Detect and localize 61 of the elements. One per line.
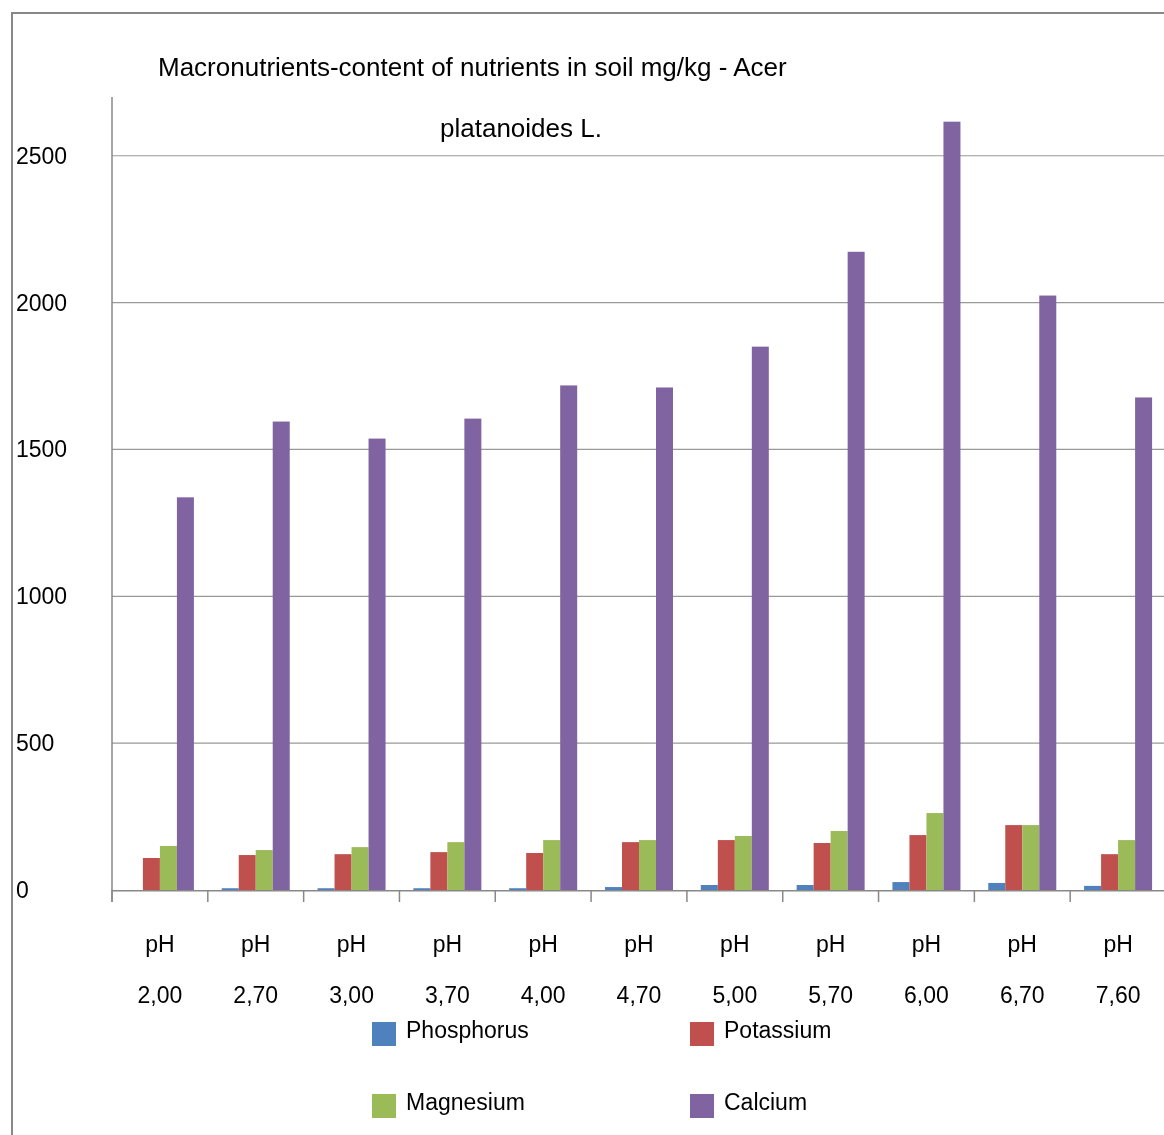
bar <box>639 840 656 890</box>
bar <box>813 843 831 890</box>
bar <box>560 385 578 890</box>
bar <box>176 497 194 890</box>
x-tick-label: pH 4,00 <box>520 931 566 1008</box>
x-tick-label: pH 5,00 <box>712 931 758 1008</box>
bar <box>796 885 814 890</box>
bar <box>734 835 752 890</box>
y-tick-label: 1000 <box>16 583 68 610</box>
bar <box>909 835 927 890</box>
bar <box>1101 854 1119 890</box>
bar <box>717 840 735 890</box>
y-tick-label: 1500 <box>16 436 68 463</box>
bar <box>1084 885 1102 890</box>
y-tick-label: 2500 <box>16 142 68 169</box>
bar <box>605 887 622 890</box>
bar <box>526 852 544 890</box>
bar <box>700 885 718 890</box>
x-tick-label: pH 2,70 <box>233 931 279 1008</box>
x-tick-label: pH 3,00 <box>329 931 374 1008</box>
bar <box>447 842 465 890</box>
y-tick-label: 0 <box>16 877 29 903</box>
x-tick-label: pH 5,70 <box>808 931 854 1008</box>
bar <box>272 421 290 890</box>
x-tick-label: pH 6,70 <box>999 931 1045 1008</box>
x-tick-label: pH 7,60 <box>1095 931 1141 1008</box>
x-tick-label: pH 3,70 <box>424 931 470 1008</box>
bar <box>988 882 1006 890</box>
x-tick-label: pH 2,00 <box>137 931 183 1008</box>
bar <box>1005 825 1023 890</box>
bar <box>142 857 160 890</box>
bar <box>847 251 865 890</box>
bar <box>543 840 561 890</box>
y-tick-label: 500 <box>16 730 55 757</box>
bar <box>830 830 848 890</box>
bar <box>943 121 961 890</box>
bar <box>926 813 944 890</box>
bar <box>351 847 369 890</box>
bar <box>751 346 769 890</box>
bar <box>1022 825 1040 890</box>
chart-title: Macronutrients-content of nutrients in soil mg/kg - Acer platanoides L. <box>158 52 787 143</box>
bar <box>622 842 639 890</box>
legend-label: Magnesium <box>406 1089 525 1115</box>
bar <box>368 438 386 890</box>
legend-label: Calcium <box>724 1089 808 1115</box>
x-tick-label: pH 4,70 <box>616 931 662 1008</box>
y-tick-label: 2000 <box>16 289 68 316</box>
legend-label: Potassium <box>724 1017 832 1043</box>
bar <box>1135 397 1153 890</box>
bar <box>238 855 256 890</box>
legend-label: Phosphorus <box>406 1017 529 1043</box>
bar <box>464 418 482 890</box>
bar <box>159 845 177 890</box>
bar <box>656 387 673 890</box>
bar <box>430 852 448 890</box>
bar <box>334 854 352 890</box>
bar <box>1118 840 1136 890</box>
bar <box>892 882 910 890</box>
bar <box>255 850 273 890</box>
x-tick-label: pH 6,00 <box>904 931 949 1008</box>
bar <box>1039 295 1057 890</box>
